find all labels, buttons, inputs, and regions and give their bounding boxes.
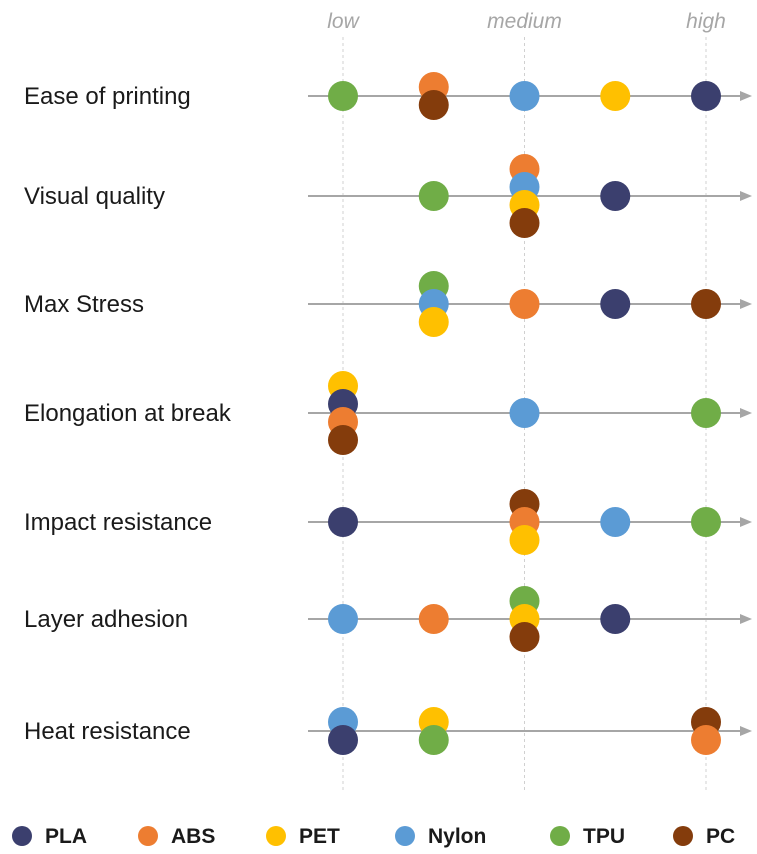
data-point-pla xyxy=(600,604,631,634)
data-point-tpu xyxy=(418,181,449,211)
data-point-abs xyxy=(509,289,540,319)
row-label-ease-of-printing: Ease of printing xyxy=(24,83,191,110)
data-point-pc xyxy=(328,425,358,455)
data-point-abs xyxy=(418,604,449,634)
legend-marker-pla xyxy=(12,826,32,846)
row-label-elongation-at-break: Elongation at break xyxy=(24,400,232,427)
data-point-nylon xyxy=(600,507,631,537)
data-point-tpu xyxy=(691,398,721,428)
data-point-pet xyxy=(418,307,449,337)
row-axis-arrowhead xyxy=(740,191,752,201)
legend-marker-pc xyxy=(673,826,693,846)
data-point-abs xyxy=(691,725,721,755)
legend-marker-abs xyxy=(138,826,158,846)
row-label-heat-resistance: Heat resistance xyxy=(24,718,191,745)
data-point-pet xyxy=(600,81,631,111)
row-axis-arrowhead xyxy=(740,726,752,736)
row-label-impact-resistance: Impact resistance xyxy=(24,509,212,536)
legend-label-pla: PLA xyxy=(45,825,87,848)
data-point-pc xyxy=(691,289,721,319)
data-point-pla xyxy=(691,81,721,111)
legend-label-pc: PC xyxy=(706,825,735,848)
row-axis-arrowhead xyxy=(740,299,752,309)
row-label-max-stress: Max Stress xyxy=(24,291,144,318)
legend-label-abs: ABS xyxy=(171,825,215,848)
data-point-tpu xyxy=(328,81,358,111)
data-point-pla xyxy=(328,507,358,537)
data-points xyxy=(328,72,721,755)
row-axis-arrowhead xyxy=(740,614,752,624)
legend-label-tpu: TPU xyxy=(583,825,625,848)
data-point-pc xyxy=(418,90,449,120)
legend-label-pet: PET xyxy=(299,825,340,848)
level-label-high: high xyxy=(686,10,726,33)
legend-marker-nylon xyxy=(395,826,415,846)
row-label-layer-adhesion: Layer adhesion xyxy=(24,606,188,633)
data-point-tpu xyxy=(418,725,449,755)
data-point-pla xyxy=(328,725,358,755)
row-axis-arrowhead xyxy=(740,91,752,101)
row-axis-arrowhead xyxy=(740,517,752,527)
data-point-pla xyxy=(600,181,631,211)
data-point-tpu xyxy=(691,507,721,537)
data-point-pc xyxy=(509,208,540,238)
data-point-pla xyxy=(600,289,631,319)
legend-label-nylon: Nylon xyxy=(428,825,486,848)
category-rows: Ease of printing Visual quality Max Stress… xyxy=(24,83,752,745)
legend-marker-pet xyxy=(266,826,286,846)
legend: PLA ABS PET Nylon TPU PC xyxy=(12,825,735,848)
row-label-visual-quality: Visual quality xyxy=(24,183,165,210)
level-label-medium: medium xyxy=(487,10,562,33)
row-axis-arrowhead xyxy=(740,408,752,418)
level-label-low: low xyxy=(327,10,360,33)
level-labels: low medium high xyxy=(327,10,726,33)
data-point-pet xyxy=(509,525,540,555)
data-point-pc xyxy=(509,622,540,652)
data-point-nylon xyxy=(509,398,540,428)
data-point-nylon xyxy=(328,604,358,634)
data-point-nylon xyxy=(509,81,540,111)
legend-marker-tpu xyxy=(550,826,570,846)
